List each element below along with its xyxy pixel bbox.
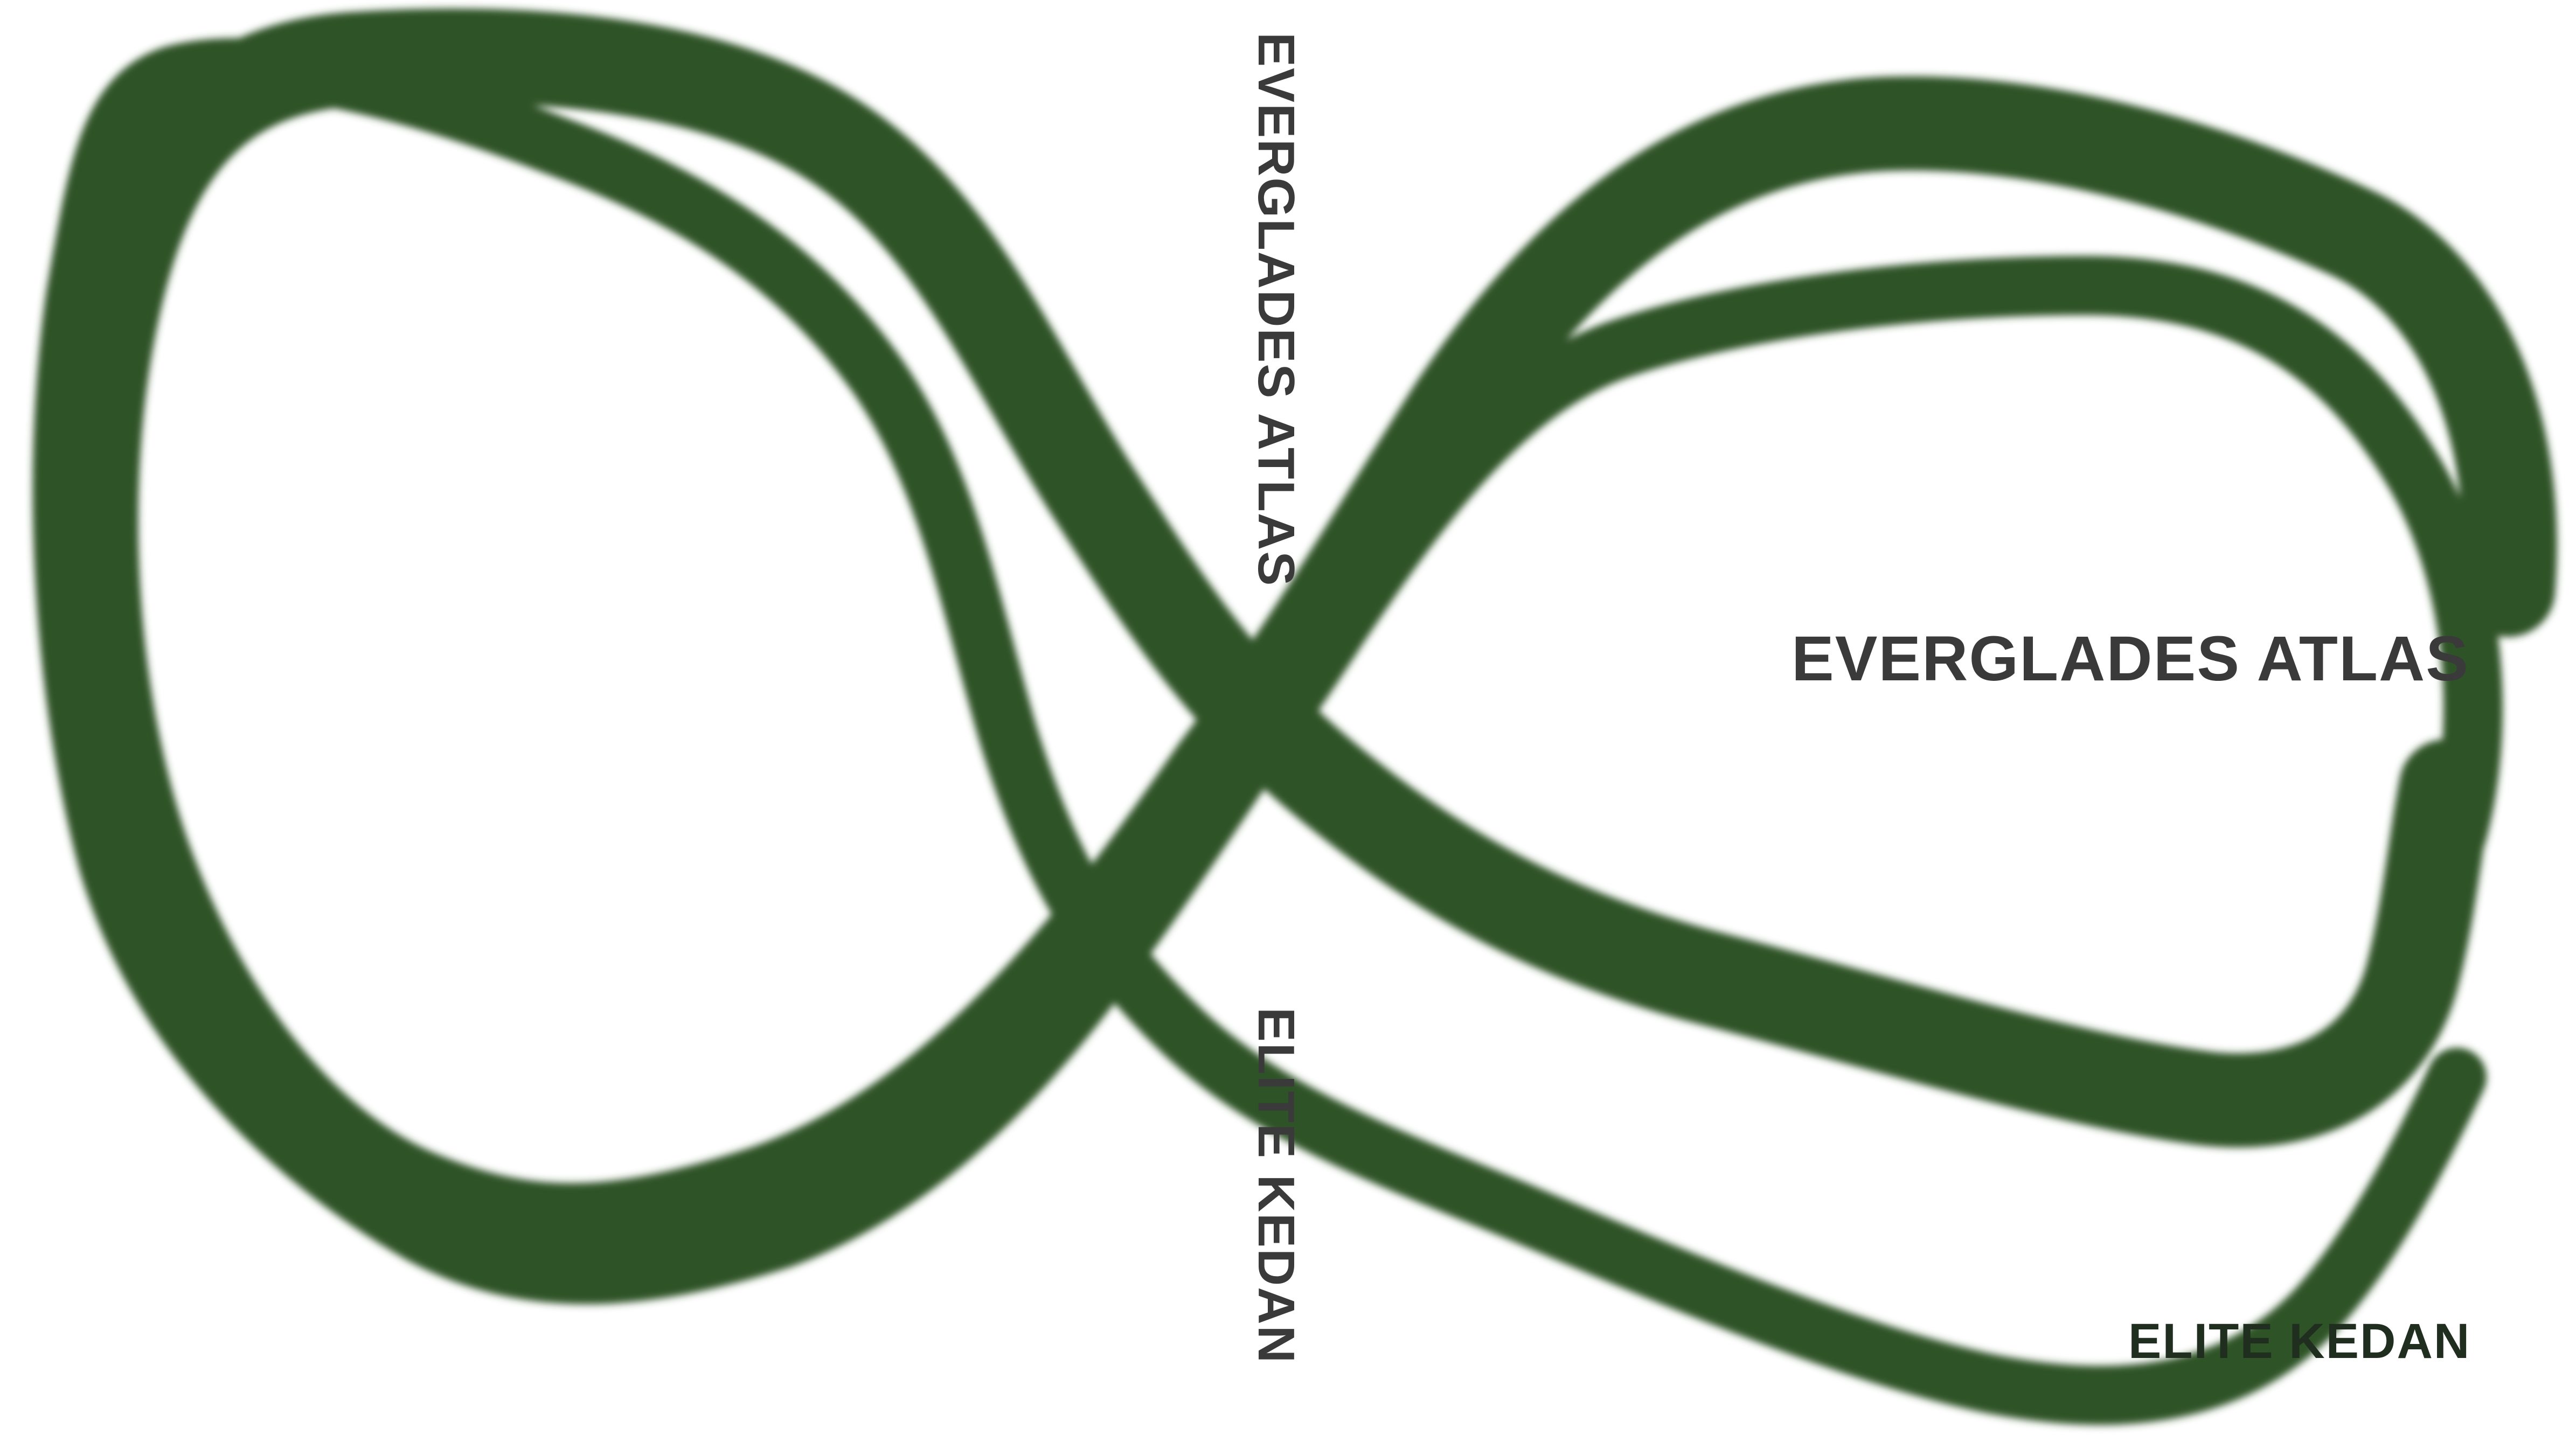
thin-river-loop <box>32 38 2503 1425</box>
spine-author: ELITE KEDAN <box>1247 1007 1305 1364</box>
spine-title: EVERGLADES ATLAS <box>1247 32 1305 587</box>
front-cover-title: EVERGLADES ATLAS <box>1792 623 2469 694</box>
front-cover-author: ELITE KEDAN <box>2128 1314 2471 1369</box>
